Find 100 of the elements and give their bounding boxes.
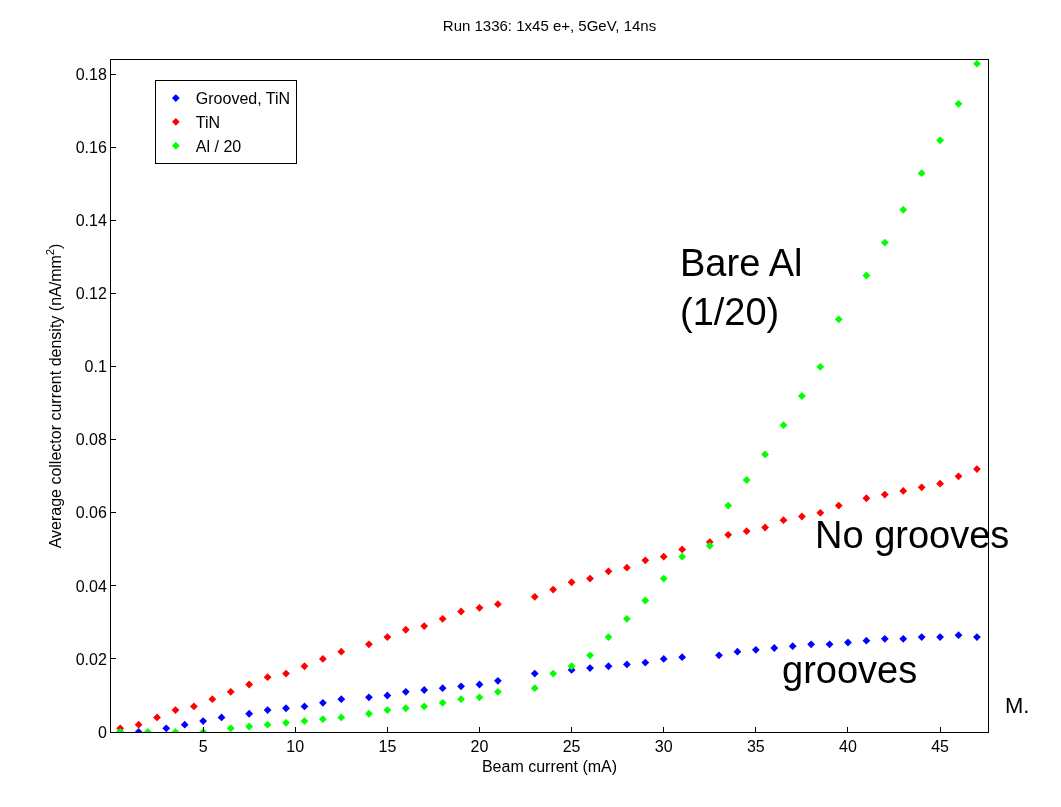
- point: [641, 658, 650, 667]
- point: [724, 530, 733, 539]
- point: [162, 724, 171, 732]
- y-tick-label: 0: [97, 723, 107, 741]
- y-tick-label: 0.06: [75, 504, 107, 522]
- point: [659, 655, 668, 663]
- point: [567, 578, 576, 587]
- point: [494, 676, 502, 685]
- x-tick-label: 5: [198, 738, 208, 756]
- point: [936, 136, 944, 145]
- y-tick-label: 0.14: [75, 212, 107, 230]
- x-axis-title: Beam current (mA): [481, 757, 618, 775]
- point: [300, 702, 309, 711]
- point: [779, 421, 788, 430]
- point: [586, 651, 594, 660]
- point: [973, 633, 981, 641]
- point: [337, 713, 346, 722]
- point: [604, 567, 613, 576]
- x-tick-label: 25: [562, 738, 581, 756]
- point: [779, 516, 788, 525]
- point: [217, 713, 226, 722]
- point: [245, 680, 254, 689]
- point: [973, 465, 981, 473]
- point: [282, 704, 290, 713]
- point: [816, 508, 825, 517]
- x-tick-label: 45: [931, 738, 950, 756]
- point: [678, 552, 687, 561]
- point: [899, 634, 908, 643]
- point: [880, 238, 889, 247]
- point: [245, 722, 254, 731]
- x-tick-label: 15: [378, 738, 397, 756]
- point: [134, 720, 143, 729]
- point: [954, 631, 963, 640]
- point: [899, 487, 908, 495]
- point: [880, 634, 889, 643]
- point: [973, 60, 981, 68]
- point: [475, 693, 484, 702]
- annotation: Bare Al (1/20): [680, 242, 803, 334]
- point: [880, 490, 889, 499]
- legend-label: Al / 20: [195, 137, 242, 155]
- point: [807, 640, 816, 649]
- text: M.: [1005, 693, 1030, 718]
- point: [300, 662, 309, 671]
- point: [383, 633, 392, 641]
- point: [282, 718, 290, 727]
- point: [586, 574, 594, 583]
- point: [420, 702, 429, 711]
- point: [678, 545, 687, 554]
- point: [438, 684, 447, 693]
- y-tick-label: 0.1: [84, 358, 107, 376]
- point: [337, 695, 346, 704]
- y-tick-label: 0.08: [75, 431, 107, 449]
- point: [190, 702, 198, 711]
- point: [226, 724, 235, 732]
- x-tick-label: 10: [286, 738, 305, 756]
- point: [383, 706, 392, 714]
- point: [226, 687, 235, 696]
- point: [586, 664, 594, 672]
- point: [816, 362, 825, 371]
- point: [318, 698, 327, 707]
- point: [936, 633, 944, 641]
- point: [862, 636, 871, 645]
- x-tick-label: 40: [839, 738, 857, 756]
- point: [751, 645, 760, 654]
- point: [420, 622, 429, 630]
- point: [567, 662, 576, 671]
- point: [549, 585, 558, 594]
- y-tick-label: 0.12: [75, 285, 107, 303]
- point: [622, 563, 631, 572]
- point: [862, 494, 871, 503]
- point: [862, 271, 871, 280]
- point: [825, 640, 834, 649]
- point: [917, 633, 926, 641]
- point: [604, 633, 613, 641]
- point: [475, 603, 484, 612]
- point: [494, 600, 502, 609]
- point: [365, 640, 373, 649]
- point: [622, 660, 631, 669]
- point: [530, 684, 539, 693]
- point: [724, 501, 733, 510]
- point: [401, 625, 410, 634]
- point: [438, 614, 447, 623]
- y-tick-label: 0.04: [75, 577, 107, 595]
- point: [899, 205, 908, 214]
- point: [917, 483, 926, 492]
- point: [457, 695, 465, 704]
- point: [549, 669, 558, 678]
- point: [742, 476, 751, 484]
- x-tick-label: 35: [746, 738, 765, 756]
- point: [844, 638, 852, 647]
- point: [153, 713, 161, 722]
- point: [300, 717, 309, 725]
- point: [337, 647, 346, 656]
- point: [604, 662, 613, 671]
- point: [365, 693, 373, 702]
- point: [199, 717, 208, 725]
- point: [917, 169, 926, 178]
- point: [954, 472, 963, 481]
- point: [798, 512, 806, 521]
- point: [401, 687, 410, 696]
